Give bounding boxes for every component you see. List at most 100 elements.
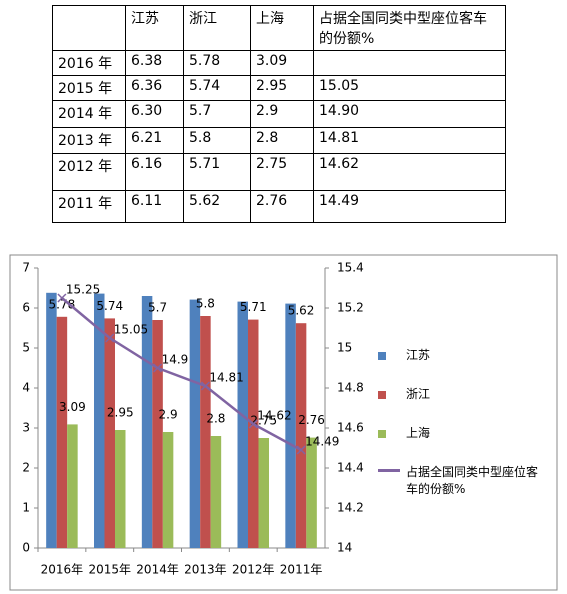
line-marker — [200, 381, 210, 391]
data-label: 15.05 — [114, 323, 148, 337]
bar — [258, 438, 269, 548]
table-cell: 2.9 — [250, 100, 314, 128]
data-label: 3.09 — [59, 400, 86, 414]
data-label: 2.95 — [107, 406, 134, 420]
x-tick-label: 2011年 — [280, 563, 323, 577]
table-row: 2012 年 6.16 5.71 2.75 14.62 — [52, 153, 506, 191]
table-cell: 6.11 — [125, 190, 184, 223]
y-tick-label: 4 — [22, 381, 30, 395]
y-tick-label: 7 — [22, 261, 30, 275]
bar — [141, 296, 153, 548]
legend-item: 浙江 — [378, 385, 548, 402]
line — [61, 297, 302, 452]
table-cell: 6.38 — [125, 50, 184, 76]
x-tick-label: 2015年 — [88, 563, 131, 577]
table-cell: 2.75 — [250, 153, 314, 191]
legend-swatch — [378, 430, 386, 438]
bar — [94, 293, 105, 548]
table-cell — [313, 50, 506, 76]
bar — [285, 303, 296, 548]
bar — [248, 319, 259, 548]
table-cell: 2012 年 — [52, 153, 126, 191]
table-cell: 3.09 — [250, 50, 314, 76]
table-cell: 6.36 — [125, 75, 184, 101]
data-label: 5.8 — [196, 297, 215, 311]
y-tick-label: 5 — [22, 341, 30, 355]
table-cell: 占据全国同类中型座位客车的份额% — [313, 5, 506, 51]
y-tick-label: 1 — [22, 501, 30, 515]
data-label: 14.49 — [305, 435, 339, 449]
x-tick-label: 2014年 — [136, 563, 179, 577]
legend: 江苏浙江上海占据全国同类中型座位客车的份额% — [378, 346, 548, 519]
bar — [306, 437, 317, 548]
y2-tick-label: 14.2 — [337, 501, 364, 515]
data-label: 14.9 — [162, 353, 189, 367]
bar — [67, 424, 78, 548]
legend-item: 上海 — [378, 424, 548, 441]
legend-label: 江苏 — [406, 348, 431, 362]
table-row: 2016 年 6.38 5.78 3.09 — [52, 50, 506, 76]
legend-item: 江苏 — [378, 346, 548, 363]
bar — [200, 316, 211, 548]
line-marker — [57, 293, 67, 303]
bar — [237, 301, 248, 548]
x-tick-label: 2016年 — [41, 563, 84, 577]
y-tick-label: 6 — [22, 301, 30, 315]
data-label: 5.7 — [148, 301, 167, 315]
bar — [295, 323, 307, 548]
table-cell: 5.71 — [183, 153, 251, 191]
y2-tick-label: 14.6 — [337, 421, 364, 435]
line-marker — [296, 445, 306, 455]
y2-tick-label: 15 — [337, 341, 352, 355]
bar — [210, 436, 222, 548]
y-tick-label: 0 — [22, 541, 30, 555]
data-label: 5.71 — [240, 300, 267, 314]
y-tick-label: 3 — [22, 421, 30, 435]
data-label: 2.76 — [298, 413, 325, 427]
legend-swatch — [378, 469, 400, 472]
legend-label: 浙江 — [406, 387, 431, 401]
legend-swatch — [378, 391, 386, 399]
y2-tick-label: 14.4 — [337, 461, 364, 475]
table-cell: 2.8 — [250, 127, 314, 154]
table-cell — [52, 5, 126, 51]
y2-tick-label: 14.8 — [337, 381, 364, 395]
table-cell: 14.62 — [313, 153, 506, 191]
table-cell: 上海 — [250, 5, 314, 51]
data-label: 5.78 — [49, 297, 76, 311]
y-tick-label: 2 — [22, 461, 30, 475]
bar — [115, 430, 126, 548]
legend-swatch — [378, 352, 386, 360]
data-label: 14.62 — [257, 409, 291, 423]
bar — [162, 432, 174, 548]
table-cell: 6.16 — [125, 153, 184, 191]
data-table: 江苏 浙江 上海 占据全国同类中型座位客车的份额% 2016 年 6.38 5.78 3.09… — [52, 5, 506, 223]
table-cell: 6.21 — [125, 127, 184, 154]
table-cell: 2011 年 — [52, 190, 126, 223]
legend-item: 占据全国同类中型座位客车的份额% — [378, 463, 548, 497]
bar — [152, 320, 163, 548]
legend-label: 占据全国同类中型座位客车的份额% — [406, 465, 539, 496]
data-label: 5.74 — [96, 299, 123, 313]
table-row: 2011 年 6.11 5.62 2.76 14.49 — [52, 190, 506, 223]
x-tick-label: 2012年 — [232, 563, 275, 577]
table-row: 2014 年 6.30 5.7 2.9 14.90 — [52, 100, 506, 128]
legend-label: 上海 — [406, 426, 431, 440]
table-cell: 5.78 — [183, 50, 251, 76]
y2-tick-label: 14 — [337, 541, 352, 555]
table-cell: 2015 年 — [52, 75, 126, 101]
data-label: 2.9 — [159, 408, 178, 422]
table-row: 2015 年 6.36 5.74 2.95 15.05 — [52, 75, 506, 101]
data-label: 5.62 — [288, 304, 315, 318]
data-label: 2.75 — [250, 414, 277, 428]
table-cell: 14.90 — [313, 100, 506, 128]
line-marker — [153, 363, 163, 373]
data-label: 14.81 — [209, 371, 243, 385]
table-cell: 2014 年 — [52, 100, 126, 128]
table-cell: 5.7 — [183, 100, 251, 128]
data-label: 2.8 — [206, 412, 225, 426]
bar — [56, 316, 68, 548]
data-label: 15.25 — [66, 283, 100, 297]
